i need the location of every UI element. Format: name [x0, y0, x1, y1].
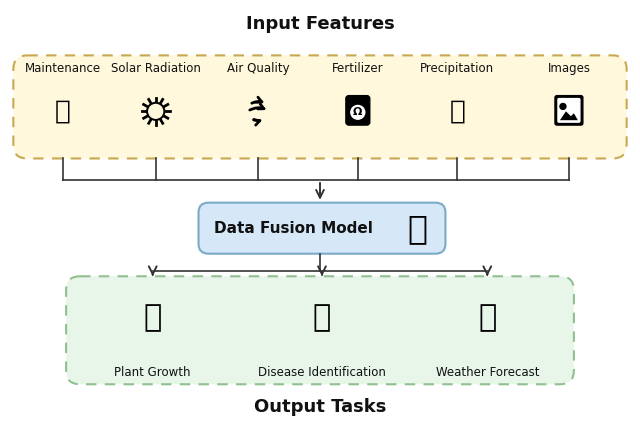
Text: 🌿: 🌿: [143, 303, 162, 332]
Text: Precipitation: Precipitation: [420, 62, 495, 75]
Circle shape: [560, 104, 566, 109]
Text: Ω: Ω: [353, 107, 362, 117]
FancyBboxPatch shape: [198, 203, 445, 254]
Text: Disease Identification: Disease Identification: [258, 366, 386, 379]
Circle shape: [147, 102, 164, 120]
Text: Maintenance: Maintenance: [25, 62, 101, 75]
Text: Plant Growth: Plant Growth: [115, 366, 191, 379]
FancyBboxPatch shape: [558, 99, 580, 122]
FancyBboxPatch shape: [555, 96, 583, 125]
Text: Air Quality: Air Quality: [227, 62, 289, 75]
Polygon shape: [560, 111, 578, 120]
Text: Input Features: Input Features: [246, 15, 394, 33]
Text: 🦠: 🦠: [313, 303, 331, 332]
Text: Output Tasks: Output Tasks: [254, 398, 386, 416]
Text: Weather Forecast: Weather Forecast: [436, 366, 539, 379]
Text: Data Fusion Model: Data Fusion Model: [214, 221, 372, 236]
FancyBboxPatch shape: [346, 96, 370, 125]
FancyBboxPatch shape: [66, 276, 574, 384]
Text: 🧠: 🧠: [408, 212, 428, 245]
Text: Fertilizer: Fertilizer: [332, 62, 383, 75]
Text: 🧎: 🧎: [55, 99, 71, 124]
FancyBboxPatch shape: [13, 56, 627, 158]
Text: ⛅: ⛅: [478, 303, 497, 332]
Circle shape: [148, 104, 163, 118]
Circle shape: [351, 105, 365, 119]
Text: Images: Images: [547, 62, 591, 75]
Text: 🌧: 🌧: [449, 99, 465, 124]
Text: Solar Radiation: Solar Radiation: [111, 62, 201, 75]
